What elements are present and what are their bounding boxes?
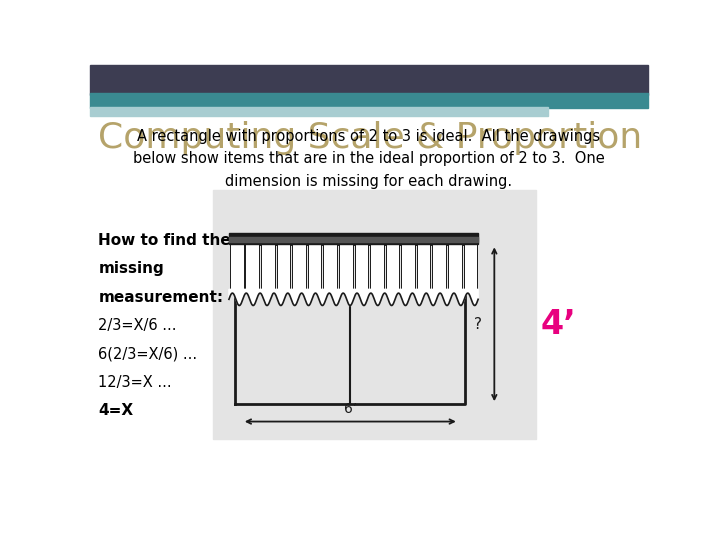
Text: 4’: 4’ [541, 308, 577, 341]
Polygon shape [229, 289, 478, 306]
Text: measurement:: measurement: [99, 290, 223, 305]
Bar [292, 245, 306, 289]
Text: A rectangle with proportions of 2 to 3 is ideal.  All the drawings
below show it: A rectangle with proportions of 2 to 3 i… [133, 129, 605, 188]
Bar [261, 245, 275, 289]
Text: Computing Scale & Proportion: Computing Scale & Proportion [99, 121, 643, 155]
Bar [433, 245, 446, 289]
Bar [246, 245, 259, 289]
Text: ?: ? [474, 317, 482, 332]
Bar [90, 107, 547, 116]
Text: 4=X: 4=X [99, 403, 133, 418]
Bar [276, 245, 290, 289]
Bar [401, 245, 415, 289]
Text: 6(2/3=X/6) ...: 6(2/3=X/6) ... [99, 346, 197, 361]
Text: How to find the: How to find the [99, 233, 231, 248]
Bar [386, 245, 400, 289]
Text: 12/3=X ...: 12/3=X ... [99, 375, 172, 389]
Bar [464, 245, 477, 289]
Bar [229, 238, 478, 242]
Bar [229, 233, 478, 245]
Bar [370, 245, 384, 289]
Bar [90, 93, 648, 109]
Text: missing: missing [99, 261, 164, 276]
Bar [230, 245, 243, 289]
Bar [213, 190, 536, 439]
Bar [307, 245, 321, 289]
Bar [417, 245, 431, 289]
Text: 6’: 6’ [343, 402, 357, 416]
Bar [339, 245, 353, 289]
Text: 2/3=X/6 ...: 2/3=X/6 ... [99, 318, 177, 333]
Bar [448, 245, 462, 289]
Bar [323, 245, 337, 289]
Bar [354, 245, 368, 289]
Bar [90, 65, 648, 94]
